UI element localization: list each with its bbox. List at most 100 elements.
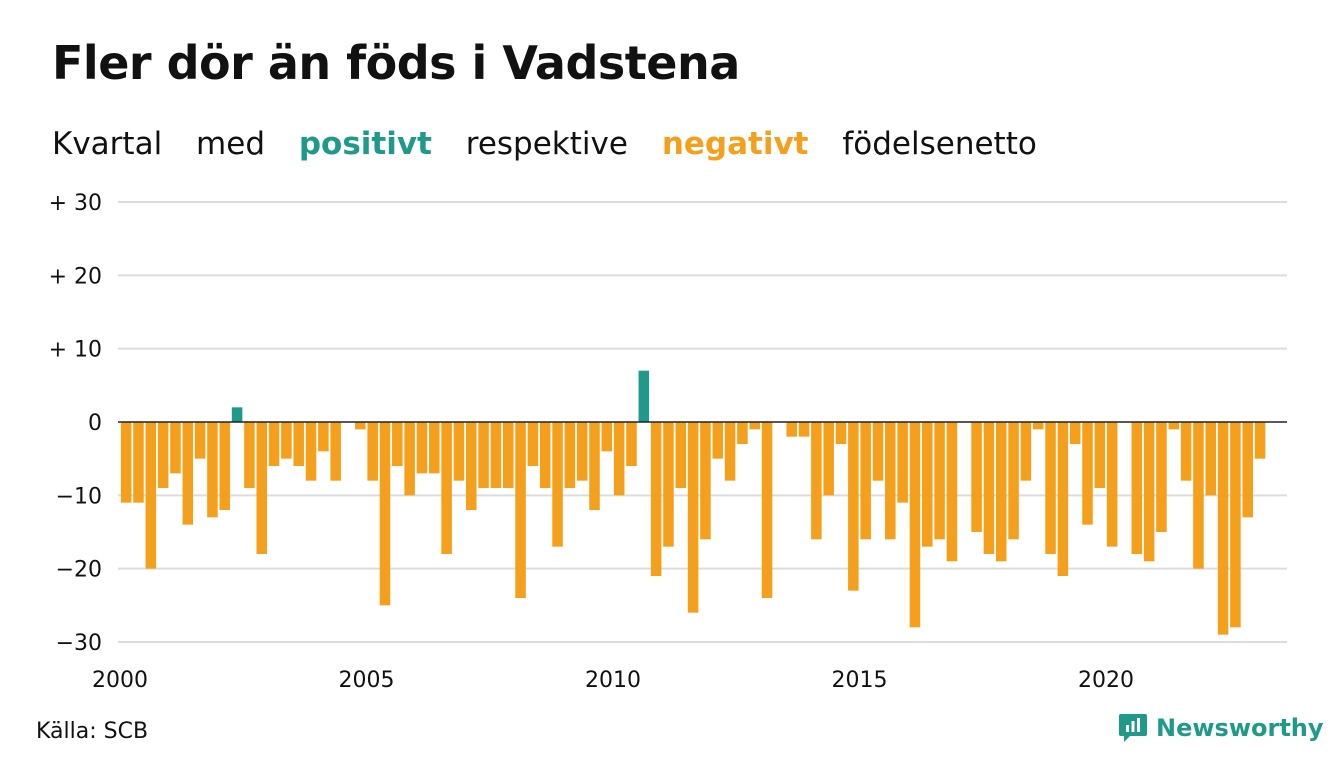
bar bbox=[552, 422, 563, 547]
bar bbox=[157, 422, 169, 488]
bar bbox=[687, 422, 699, 613]
x-tick-label: 2020 bbox=[1078, 668, 1134, 693]
bar bbox=[897, 422, 908, 503]
y-tick-label: −10 bbox=[56, 484, 102, 509]
bar bbox=[367, 422, 378, 481]
bar bbox=[798, 422, 810, 437]
bar bbox=[761, 422, 773, 598]
chart-title: Fler dör än föds i Vadstena bbox=[52, 36, 740, 90]
bar bbox=[983, 422, 995, 554]
bar bbox=[1168, 422, 1180, 430]
bar bbox=[1057, 422, 1069, 576]
brand-logo[interactable]: Newsworthy bbox=[1118, 712, 1324, 744]
y-tick-label: + 10 bbox=[49, 338, 102, 363]
bar bbox=[490, 422, 502, 488]
y-tick-label: −20 bbox=[56, 558, 102, 583]
bar bbox=[995, 422, 1007, 562]
bar bbox=[909, 422, 921, 628]
axis-layer: + 30 + 20 + 10 0 −10 −20 −30 2000 2005 2010 2015 20… bbox=[49, 191, 1287, 693]
bar bbox=[527, 422, 539, 466]
bar bbox=[182, 422, 194, 525]
bar bbox=[268, 422, 280, 466]
bar-chart: + 30 + 20 + 10 0 −10 −20 −30 2000 2005 2010 2015 20… bbox=[49, 191, 1287, 693]
bar bbox=[576, 422, 588, 481]
bar bbox=[1193, 422, 1204, 569]
bar bbox=[872, 422, 884, 481]
bar bbox=[355, 422, 366, 430]
brand-name: Newsworthy bbox=[1156, 714, 1324, 742]
y-tick-label: −30 bbox=[56, 631, 102, 656]
x-tick-label: 2000 bbox=[92, 668, 148, 693]
bar bbox=[749, 422, 760, 430]
bar bbox=[219, 422, 231, 510]
subtitle-positive: positivt bbox=[298, 126, 432, 162]
bar bbox=[120, 422, 132, 503]
bar bbox=[885, 422, 896, 540]
bar bbox=[305, 422, 317, 481]
bar bbox=[194, 422, 206, 459]
bar bbox=[564, 422, 576, 488]
bar bbox=[145, 422, 157, 569]
bar bbox=[971, 422, 982, 532]
bar bbox=[453, 422, 465, 481]
bar bbox=[934, 422, 945, 540]
bar bbox=[712, 422, 724, 459]
bar bbox=[1254, 422, 1266, 459]
bar bbox=[1156, 422, 1167, 532]
y-tick-label: 0 bbox=[88, 411, 102, 436]
bar bbox=[404, 422, 415, 496]
bar bbox=[675, 422, 687, 488]
bar bbox=[1094, 422, 1106, 488]
subtitle-negative: negativt bbox=[661, 126, 809, 162]
bar bbox=[737, 422, 748, 444]
bar bbox=[786, 422, 797, 437]
bar bbox=[638, 370, 650, 422]
bar bbox=[1217, 422, 1229, 635]
bar bbox=[502, 422, 514, 488]
subtitle-part4: födelsenetto bbox=[842, 126, 1037, 162]
bar bbox=[946, 422, 958, 562]
bar bbox=[231, 407, 243, 422]
bar bbox=[1230, 422, 1241, 628]
bar bbox=[650, 422, 662, 576]
bar bbox=[922, 422, 933, 547]
bar bbox=[1205, 422, 1217, 496]
bar bbox=[589, 422, 600, 510]
bar bbox=[700, 422, 711, 540]
bar bbox=[379, 422, 391, 606]
bar bbox=[1032, 422, 1044, 430]
bar bbox=[1143, 422, 1155, 562]
bar bbox=[392, 422, 403, 466]
bar bbox=[515, 422, 526, 598]
bar bbox=[170, 422, 181, 474]
subtitle-part2: med bbox=[196, 126, 265, 162]
bar bbox=[626, 422, 637, 466]
bar bbox=[724, 422, 736, 481]
bar bbox=[613, 422, 625, 496]
source-note: Källa: SCB bbox=[36, 719, 149, 744]
bar bbox=[835, 422, 847, 444]
subtitle-part3: respektive bbox=[465, 126, 628, 162]
bar bbox=[244, 422, 255, 488]
bar bbox=[1131, 422, 1143, 554]
bar bbox=[663, 422, 674, 547]
bar bbox=[848, 422, 859, 591]
bar bbox=[1106, 422, 1118, 547]
bar bbox=[1242, 422, 1253, 518]
bar bbox=[1020, 422, 1032, 481]
bars-layer bbox=[120, 370, 1266, 635]
bar bbox=[601, 422, 613, 452]
bar bbox=[1008, 422, 1019, 540]
bar bbox=[133, 422, 144, 503]
bar bbox=[256, 422, 267, 554]
x-tick-label: 2005 bbox=[339, 668, 395, 693]
bar bbox=[429, 422, 440, 474]
bar bbox=[1045, 422, 1056, 554]
bar bbox=[330, 422, 341, 481]
bar bbox=[1082, 422, 1093, 525]
bar bbox=[207, 422, 218, 518]
bar bbox=[318, 422, 329, 452]
bar bbox=[1180, 422, 1192, 481]
bar bbox=[281, 422, 292, 459]
x-tick-label: 2015 bbox=[832, 668, 888, 693]
